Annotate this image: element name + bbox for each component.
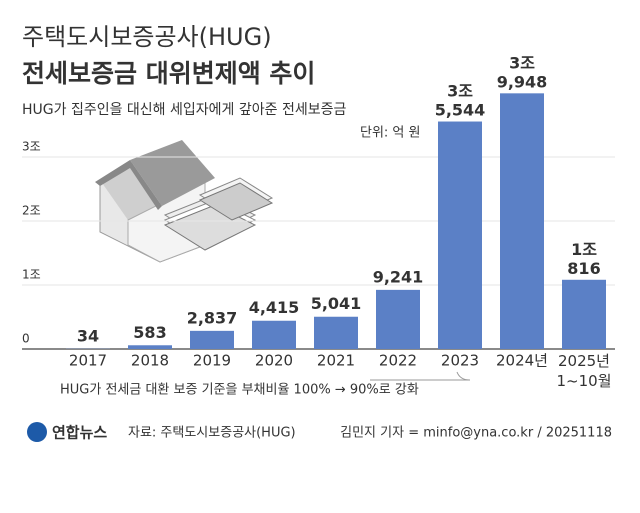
source: 자료: 주택도시보증공사(HUG) — [128, 426, 296, 441]
value-label: 5,041 — [311, 294, 362, 313]
bar — [128, 345, 172, 349]
logo-icon — [27, 422, 47, 442]
logo: 연합뉴스 — [52, 424, 107, 442]
value-label-line: 3조 — [447, 81, 473, 100]
x-tick-label: 2024년 — [496, 352, 548, 370]
y-tick-label: 3조 — [22, 140, 41, 154]
annotation-bracket — [370, 371, 471, 381]
value-label: 4,415 — [249, 298, 300, 317]
x-tick-label: 2025년 1~10월 — [557, 352, 612, 390]
value-label-line: 9,948 — [497, 72, 548, 91]
x-tick-label: 2021 — [317, 352, 355, 370]
value-label-line: 1조 — [571, 239, 597, 258]
value-label: 3조 9,948 — [497, 53, 548, 91]
bar — [252, 320, 296, 349]
value-label-line: 816 — [567, 258, 600, 277]
x-tick-label: 2017 — [69, 352, 107, 370]
bar — [438, 121, 482, 349]
y-tick-label: 0 — [22, 332, 30, 346]
bar — [314, 316, 358, 349]
x-tick-label: 2019 — [193, 352, 231, 370]
x-tick-label: 2022 — [379, 352, 417, 370]
x-tick-label: 2018 — [131, 352, 169, 370]
bar — [500, 93, 544, 350]
bar — [562, 279, 606, 349]
value-label: 34 — [77, 326, 99, 345]
x-tick-label-line: 1~10월 — [557, 372, 612, 390]
y-tick-label: 2조 — [22, 204, 41, 218]
value-label: 583 — [133, 323, 166, 342]
bar — [376, 289, 420, 349]
annotation: HUG가 전세금 대환 보증 기준을 부채비율 100% → 90%로 강화 — [60, 383, 419, 398]
subtitle: HUG가 집주인을 대신해 세입자에게 갚아준 전세보증금 — [22, 102, 346, 118]
value-label: 9,241 — [373, 267, 424, 286]
y-tick-label: 1조 — [22, 268, 41, 282]
credit: 김민지 기자 = minfo@yna.co.kr / 20251118 — [340, 426, 612, 441]
value-label-line: 5,544 — [435, 100, 486, 119]
x-tick-label: 2023 — [441, 352, 479, 370]
unit-label: 단위: 억 원 — [360, 126, 421, 141]
bar — [190, 330, 234, 349]
value-label: 3조 5,544 — [435, 81, 486, 119]
value-label: 2,837 — [187, 308, 238, 327]
x-tick-label: 2020 — [255, 352, 293, 370]
x-tick-label-line: 2025년 — [558, 352, 610, 370]
value-label: 1조 816 — [567, 239, 600, 277]
value-label-line: 3조 — [509, 53, 535, 72]
chart-title: 전세보증금 대위변제액 추이 — [22, 59, 315, 88]
supertitle: 주택도시보증공사(HUG) — [22, 23, 272, 51]
